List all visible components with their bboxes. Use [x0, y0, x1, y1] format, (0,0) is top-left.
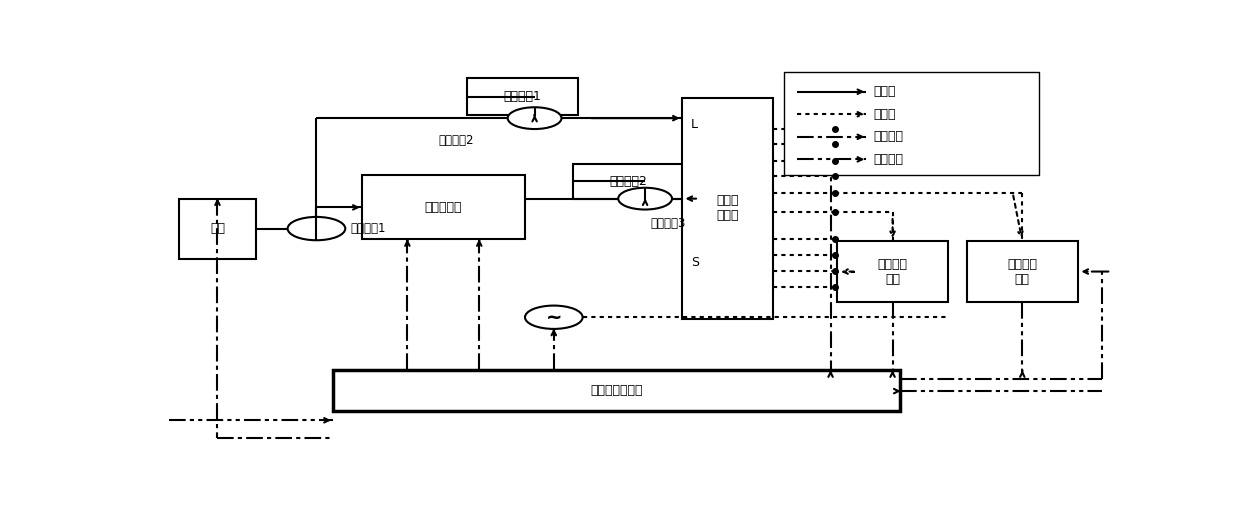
- Text: 光信号: 光信号: [874, 85, 897, 98]
- Bar: [785, 72, 1039, 175]
- Text: 光分束器2: 光分束器2: [439, 134, 474, 147]
- Bar: [332, 370, 900, 411]
- Bar: [362, 175, 525, 239]
- Bar: [967, 241, 1078, 301]
- Text: 电信号: 电信号: [874, 108, 897, 121]
- Bar: [467, 78, 578, 115]
- Circle shape: [507, 107, 562, 129]
- Text: 光源: 光源: [210, 222, 224, 235]
- Text: 光移频调制: 光移频调制: [424, 201, 463, 214]
- Bar: [573, 164, 683, 198]
- Circle shape: [288, 217, 345, 240]
- Circle shape: [525, 306, 583, 329]
- Text: 光分束器1: 光分束器1: [350, 222, 386, 235]
- Bar: [837, 241, 947, 301]
- Text: 控制信号: 控制信号: [874, 130, 904, 143]
- Text: 幅相接收
模块: 幅相接收 模块: [1007, 258, 1038, 285]
- Text: 光分束器3: 光分束器3: [650, 218, 686, 230]
- Text: 光功率计2: 光功率计2: [609, 175, 647, 188]
- Text: L: L: [691, 118, 698, 131]
- Text: 数据信号: 数据信号: [874, 153, 904, 166]
- Text: 控制及处理单元: 控制及处理单元: [590, 384, 642, 396]
- Bar: [179, 198, 255, 259]
- Text: 幅相接收
模块: 幅相接收 模块: [878, 258, 908, 285]
- Text: S: S: [691, 257, 699, 269]
- Bar: [682, 97, 773, 319]
- Text: 光功率计1: 光功率计1: [503, 90, 542, 103]
- Text: ~: ~: [546, 308, 562, 327]
- Text: 相干光
接收机: 相干光 接收机: [715, 194, 739, 222]
- Circle shape: [619, 188, 672, 210]
